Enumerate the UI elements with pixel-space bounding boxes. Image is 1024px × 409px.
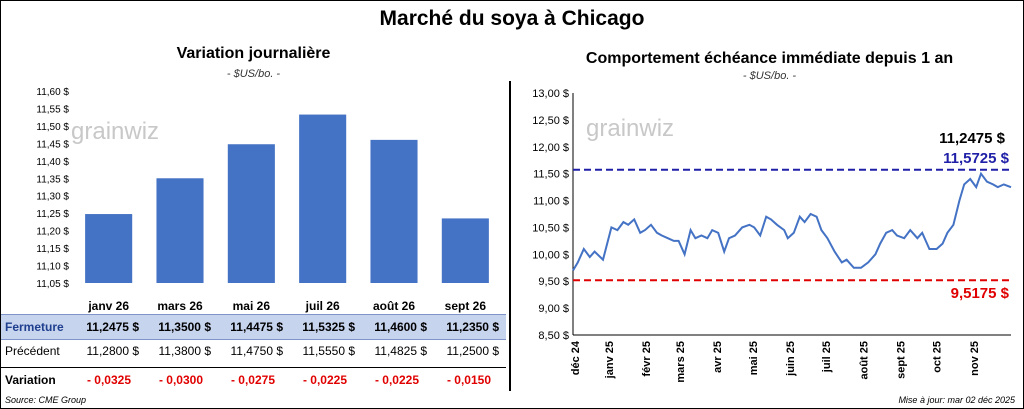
x-tick-label: sept 26 [445, 299, 487, 313]
bar [85, 214, 133, 283]
previous-cell: 11,5550 $ [302, 344, 356, 358]
variation-cell: - 0,0325 [86, 373, 131, 387]
variation-cell: - 0,0275 [230, 373, 275, 387]
bar [299, 114, 347, 284]
y-tick-label: 11,55 $ [36, 104, 69, 115]
x-tick-label: août 25 [858, 341, 870, 380]
source-note: Source: CME Group [5, 395, 87, 405]
bar [156, 178, 204, 283]
y-tick-label: 11,45 $ [36, 139, 69, 150]
table-row-previous: Précédent 11,2800 $ 11,3800 $ 11,4750 $ … [1, 339, 506, 363]
x-tick-label: janv 25 [604, 341, 616, 379]
x-tick-label: juil 25 [821, 341, 833, 373]
x-tick-label: juin 25 [785, 341, 797, 377]
table-row-variation: Variation - 0,0325 - 0,0300 - 0,0275 - 0… [1, 367, 506, 392]
x-tick-label: sept 25 [896, 341, 908, 379]
close-cell: 11,4475 $ [230, 320, 283, 334]
previous-cell: 11,4750 $ [230, 344, 284, 358]
main-title: Marché du soya à Chicago [379, 7, 645, 30]
grainwiz-watermark: grainwiz [71, 118, 159, 145]
y-tick-label: 11,50 $ [533, 169, 569, 181]
variation-cell: - 0,0300 [158, 373, 203, 387]
close-cell: 11,4600 $ [374, 320, 427, 334]
grainwiz-watermark: grainwiz [586, 115, 674, 142]
panel-divider [509, 81, 511, 391]
y-tick-label: 11,35 $ [36, 174, 69, 185]
y-tick-label: 9,50 $ [538, 276, 569, 288]
previous-row-label: Précédent [5, 344, 60, 358]
previous-cell: 11,2500 $ [446, 344, 500, 358]
low-price-label: 9,5175 $ [951, 285, 1010, 302]
y-tick-label: 11,00 $ [533, 196, 569, 208]
y-tick-label: 13,00 $ [532, 88, 569, 100]
y-tick-label: 11,10 $ [36, 262, 69, 273]
x-tick-label: mai 25 [748, 341, 760, 375]
close-cell: 11,3500 $ [158, 320, 211, 334]
x-tick-label: mars 26 [157, 299, 203, 313]
bar-chart: 11,05 $ 11,10 $ 11,15 $ 11,20 $ 11,25 $ 11,30… [36, 87, 489, 313]
right-chart-subtitle: - $US/bo. - [742, 70, 797, 82]
y-tick-label: 11,30 $ [36, 192, 69, 203]
x-tick-label: janv 26 [87, 299, 129, 313]
high-price-label: 11,5725 $ [943, 150, 1010, 167]
right-chart-title: Comportement échéance immédiate depuis 1… [585, 50, 954, 67]
x-tick-label: avr 25 [712, 341, 724, 373]
x-tick-label: déc 24 [570, 340, 582, 375]
variation-row-label: Variation [5, 373, 56, 387]
previous-cell: 11,2800 $ [86, 344, 140, 358]
y-tick-label: 11,25 $ [36, 209, 69, 220]
y-tick-label: 10,00 $ [532, 249, 569, 261]
last-price-label: 11,2475 $ [939, 130, 1006, 147]
x-tick-label: juil 26 [305, 299, 340, 313]
x-tick-label: oct 25 [932, 341, 944, 373]
close-row-label: Fermeture [5, 320, 64, 334]
close-cell: 11,2475 $ [86, 320, 139, 334]
left-chart-subtitle: - $US/bo. - [226, 68, 281, 80]
y-tick-label: 11,15 $ [36, 244, 69, 255]
variation-cell: - 0,0225 [302, 373, 347, 387]
y-tick-label: 8,50 $ [538, 330, 569, 342]
line-chart: 8,50 $ 9,00 $ 9,50 $ 10,00 $ 10,50 $ 11,00 $ 1… [532, 88, 1012, 383]
bar [227, 144, 275, 283]
x-tick-label: août 26 [373, 299, 415, 313]
y-tick-label: 11,50 $ [36, 122, 69, 133]
y-tick-label: 10,50 $ [532, 222, 569, 234]
left-chart-title: Variation journalière [176, 45, 331, 62]
table-row-close: Fermeture 11,2475 $ 11,3500 $ 11,4475 $ … [1, 314, 506, 340]
variation-cell: - 0,0225 [374, 373, 419, 387]
y-tick-label: 12,50 $ [532, 115, 569, 127]
previous-cell: 11,3800 $ [158, 344, 212, 358]
y-tick-label: 11,60 $ [36, 87, 69, 98]
price-series-line [572, 171, 1012, 272]
previous-cell: 11,4825 $ [374, 344, 428, 358]
close-cell: 11,5325 $ [302, 320, 355, 334]
x-tick-label: nov 25 [969, 341, 981, 376]
x-tick-label: févr 25 [641, 341, 653, 376]
x-tick-label: mars 25 [675, 341, 687, 383]
close-cell: 11,2350 $ [446, 320, 499, 334]
variation-cell: - 0,0150 [446, 373, 491, 387]
y-tick-label: 12,00 $ [532, 142, 569, 154]
x-tick-label: mai 26 [233, 299, 271, 313]
update-note: Mise à jour: mar 02 déc 2025 [898, 395, 1015, 405]
y-tick-label: 11,40 $ [36, 157, 69, 168]
y-tick-label: 11,20 $ [36, 227, 69, 238]
y-tick-label: 11,05 $ [36, 279, 69, 290]
bar [370, 139, 418, 283]
y-tick-label: 9,00 $ [538, 303, 569, 315]
bar [441, 218, 489, 283]
